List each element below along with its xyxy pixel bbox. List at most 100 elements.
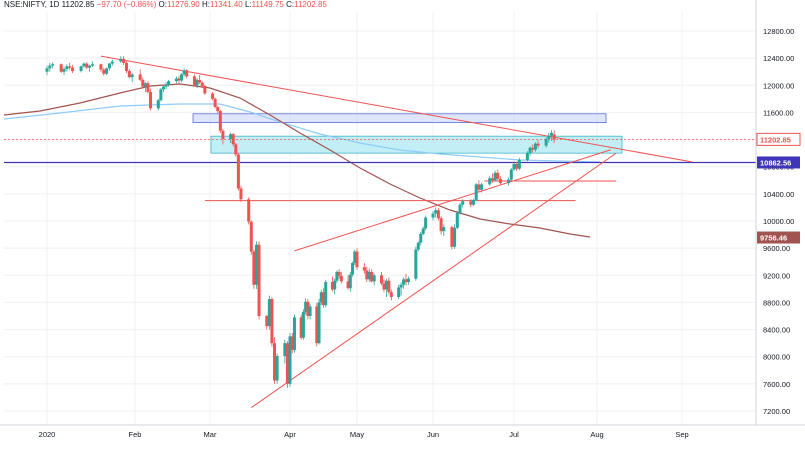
- candle-body: [442, 227, 446, 232]
- candle-body: [416, 242, 420, 250]
- low-value: 11149.75: [251, 0, 284, 9]
- y-tick-label: 12000.00: [763, 81, 794, 90]
- candle-body: [382, 283, 386, 290]
- candle-body: [203, 85, 207, 94]
- candle-body: [458, 204, 462, 213]
- candle-body: [249, 221, 253, 252]
- candle-body: [512, 164, 516, 170]
- candle-body: [85, 63, 89, 68]
- candle-body: [384, 280, 388, 290]
- candle-body: [453, 227, 457, 247]
- candle-body: [71, 67, 75, 72]
- candle-body: [367, 271, 371, 280]
- candle-body: [493, 172, 497, 181]
- candle-body: [185, 70, 189, 77]
- y-tick-label: 9200.00: [763, 271, 790, 280]
- candle-body: [198, 79, 202, 83]
- x-tick-label: Apr: [284, 430, 296, 439]
- candle-body: [322, 292, 325, 306]
- candle-body: [450, 227, 454, 247]
- candle-body: [122, 58, 126, 63]
- candle-body: [174, 78, 178, 82]
- candle-body: [216, 107, 220, 112]
- price-axis-label-box: [757, 231, 800, 244]
- candle-body: [88, 65, 92, 68]
- trendline: [251, 152, 617, 409]
- y-tick-label: 7200.00: [763, 407, 790, 416]
- candle-body: [48, 65, 52, 69]
- candle-body: [439, 218, 443, 232]
- candle-body: [68, 66, 72, 68]
- candle-body: [455, 212, 459, 228]
- candle-body: [267, 299, 271, 327]
- candle-body: [285, 343, 289, 384]
- candle-body: [315, 306, 319, 344]
- candle-body: [161, 86, 165, 90]
- y-tick-label: 11600.00: [763, 108, 794, 117]
- candle-body: [180, 74, 184, 81]
- candle-body: [283, 343, 287, 357]
- candle-body: [490, 178, 494, 181]
- y-tick-label: 10400.00: [763, 190, 794, 199]
- candle-body: [247, 199, 251, 222]
- candle-body: [431, 213, 435, 218]
- y-tick-label: 9600.00: [763, 244, 790, 253]
- candle-body: [370, 271, 374, 282]
- candle-body: [62, 69, 66, 72]
- candle-body: [397, 287, 401, 297]
- candle-body: [257, 244, 261, 316]
- candle-body: [547, 135, 551, 139]
- price-axis-label-text: 9756.46: [760, 234, 787, 243]
- ma-fast-line: [3, 103, 601, 163]
- candle-body: [549, 132, 553, 136]
- candle-body: [105, 68, 109, 74]
- symbol-label[interactable]: NSE:NIFTY, 1D: [4, 0, 60, 9]
- candle-body: [365, 270, 369, 280]
- price-axis-label-text: 11202.85: [760, 135, 791, 144]
- candle-body: [536, 143, 540, 146]
- candle-body: [236, 154, 240, 189]
- x-tick-label: Sep: [675, 430, 688, 439]
- candle-body: [218, 111, 222, 131]
- candle-body: [182, 70, 186, 75]
- price-axis-label: 10862.56: [757, 156, 800, 169]
- candle-body: [517, 159, 521, 169]
- trendline: [100, 55, 693, 163]
- candle-body: [45, 68, 49, 72]
- candle-body: [317, 302, 321, 344]
- candle-body: [159, 89, 163, 101]
- high-value: 11341.40: [209, 0, 243, 9]
- candle-body: [292, 317, 296, 350]
- candle-body: [213, 98, 217, 107]
- resistance-zone: [192, 113, 607, 124]
- candle-body: [110, 61, 114, 64]
- candle-body: [229, 134, 233, 139]
- price-axis-label-text: 10862.56: [760, 158, 791, 167]
- low-label: L:: [245, 0, 252, 9]
- candle-body: [124, 62, 128, 72]
- candle-body: [79, 66, 83, 72]
- candle-body: [372, 275, 376, 282]
- y-tick-label: 10000.00: [763, 217, 794, 226]
- high-label: H:: [201, 0, 210, 9]
- candle-body: [239, 188, 243, 200]
- candle-body: [419, 233, 423, 243]
- candle-body: [531, 147, 535, 150]
- candle-body: [472, 199, 475, 205]
- candle-body: [507, 179, 511, 183]
- candle-body: [141, 79, 145, 87]
- candle-body: [509, 169, 513, 180]
- candle-body: [339, 275, 343, 282]
- candle-body: [525, 153, 529, 160]
- candle-body: [348, 274, 352, 289]
- candle-body: [362, 267, 366, 271]
- candle-body: [167, 81, 171, 85]
- candle-body: [192, 76, 196, 86]
- candle-body: [544, 138, 548, 146]
- candle-body: [304, 301, 308, 312]
- candle-body: [351, 263, 355, 275]
- close-label: C:: [286, 0, 295, 9]
- candle-body: [477, 184, 481, 190]
